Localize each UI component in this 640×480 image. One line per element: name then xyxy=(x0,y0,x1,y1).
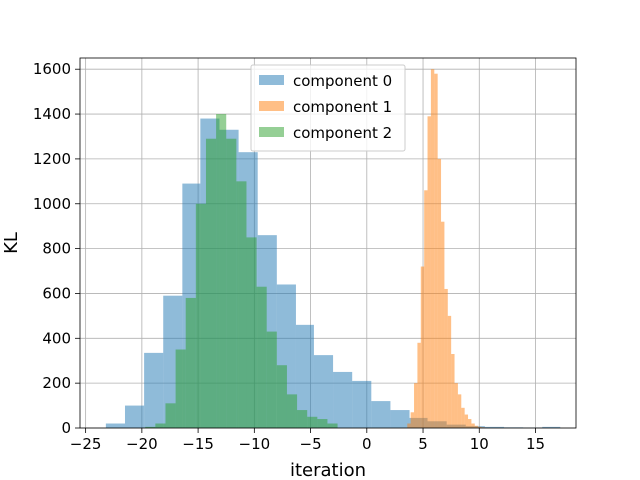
bar-component-1 xyxy=(461,407,465,428)
bar-component-1 xyxy=(437,158,442,428)
bar-component-2 xyxy=(297,410,308,428)
bar-component-0 xyxy=(333,371,353,428)
y-tick-label: 1200 xyxy=(33,150,71,168)
bar-component-1 xyxy=(427,116,431,428)
y-tick-label: 800 xyxy=(42,240,71,258)
bar-component-2 xyxy=(216,114,227,428)
bar-component-0 xyxy=(484,426,505,428)
x-tick-label: −10 xyxy=(239,435,271,453)
bar-component-1 xyxy=(454,383,458,428)
bar-component-1 xyxy=(434,73,438,429)
bar-component-2 xyxy=(145,426,156,428)
x-tick-label: −20 xyxy=(126,435,158,453)
bar-component-1 xyxy=(474,425,479,428)
bar-component-2 xyxy=(256,286,267,428)
bar-component-1 xyxy=(430,69,435,428)
bar-component-1 xyxy=(478,426,482,428)
y-tick-label: 0 xyxy=(61,419,71,437)
bar-component-2 xyxy=(307,416,318,428)
bar-component-1 xyxy=(457,394,462,428)
x-axis-label: iteration xyxy=(290,460,366,480)
plot-frame xyxy=(79,57,577,429)
x-tick-label: −25 xyxy=(70,435,102,453)
bar-component-2 xyxy=(165,403,176,428)
legend-swatch xyxy=(259,101,284,111)
bar-component-1 xyxy=(471,423,475,428)
bar-component-2 xyxy=(236,181,247,428)
legend-swatch xyxy=(259,75,284,85)
legend-box xyxy=(250,64,406,152)
bar-component-1 xyxy=(447,315,452,428)
bar-component-1 xyxy=(417,342,421,428)
legend-label: component 0 xyxy=(293,72,392,90)
bar-component-0 xyxy=(371,401,391,428)
y-axis-label: KL xyxy=(1,232,22,254)
bar-component-2 xyxy=(327,423,338,428)
bar-component-0 xyxy=(105,423,125,428)
bar-component-2 xyxy=(226,138,237,428)
legend-label: component 2 xyxy=(293,124,392,142)
x-tick-label: −15 xyxy=(182,435,214,453)
y-tick-label: 1400 xyxy=(33,105,71,123)
legend: component 0 component 1 component 2 xyxy=(250,64,406,152)
x-tick-label: 5 xyxy=(418,435,428,453)
bar-component-1 xyxy=(468,419,472,428)
bar-component-1 xyxy=(451,354,455,428)
y-tick-label: 600 xyxy=(42,284,71,302)
bar-component-2 xyxy=(266,331,277,428)
bar-component-1 xyxy=(420,266,425,428)
bar-component-2 xyxy=(246,237,257,428)
bar-component-2 xyxy=(195,203,206,428)
bar-component-2 xyxy=(317,419,328,428)
y-tick-label: 1600 xyxy=(33,60,71,78)
bar-component-0 xyxy=(352,380,372,428)
legend-label: component 1 xyxy=(293,98,392,116)
bar-component-0 xyxy=(542,426,561,428)
bar-component-2 xyxy=(205,138,217,428)
bar-component-1 xyxy=(464,414,469,428)
bar-component-1 xyxy=(441,221,445,428)
y-tick-label: 400 xyxy=(42,329,71,347)
y-tick-label: 1000 xyxy=(33,195,71,213)
x-axis-ticks: −25 −20 −15 −10 −5 0 5 10 15 xyxy=(70,428,545,453)
x-tick-label: 15 xyxy=(526,435,545,453)
bar-component-2 xyxy=(276,365,287,428)
bar-component-1 xyxy=(414,383,418,428)
bar-component-1 xyxy=(444,288,448,428)
bar-component-1 xyxy=(424,190,428,428)
bar-component-0 xyxy=(295,324,314,428)
bar-component-1 xyxy=(410,412,415,428)
bar-component-0 xyxy=(144,352,164,428)
x-tick-label: 10 xyxy=(470,435,489,453)
y-tick-label: 200 xyxy=(42,374,71,392)
y-axis-ticks: 0 200 400 600 800 1000 1200 1400 1600 xyxy=(33,60,80,437)
bar-component-1 xyxy=(407,423,411,428)
bar-component-2 xyxy=(175,349,186,428)
bar-component-0 xyxy=(390,410,410,428)
bar-component-2 xyxy=(185,297,196,428)
bar-component-2 xyxy=(286,394,298,428)
x-tick-label: −5 xyxy=(300,435,322,453)
bar-component-2 xyxy=(155,423,166,428)
x-tick-label: 0 xyxy=(362,435,372,453)
legend-swatch xyxy=(259,127,284,137)
bar-component-0 xyxy=(313,355,334,428)
histogram-bars xyxy=(105,69,561,429)
bar-component-0 xyxy=(124,405,145,428)
